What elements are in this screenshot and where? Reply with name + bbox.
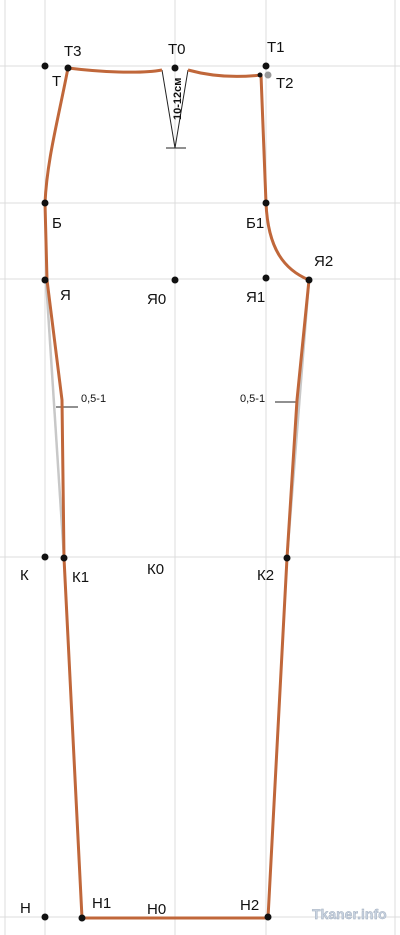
guides <box>44 279 311 559</box>
watermark: Tkaner.info <box>312 906 387 922</box>
point-label: Т1 <box>267 39 285 56</box>
labels: Т3 Т0 Т1 Т Т2 Б Б1 Я2 Я Я0 Я1 К К1 К0 К2… <box>20 39 333 918</box>
point-label: К2 <box>257 567 274 584</box>
points <box>41 62 313 922</box>
point-label: Я2 <box>314 253 333 270</box>
point-label: Т0 <box>168 41 186 58</box>
offset-label: 0,5-1 <box>81 393 106 405</box>
point-label: К0 <box>147 561 164 578</box>
point-label: К1 <box>72 569 89 586</box>
point-label: Т2 <box>276 75 294 92</box>
point-label: Н1 <box>92 895 111 912</box>
point-label: Б1 <box>246 215 264 232</box>
point-label: Я <box>60 287 71 304</box>
point-label: Т <box>52 73 61 90</box>
dart-label: 10-12см <box>172 78 184 120</box>
dart <box>56 69 298 408</box>
point-label: Н0 <box>147 901 166 918</box>
point-label: Н2 <box>240 897 259 914</box>
point-label: Т3 <box>64 43 82 60</box>
offset-label: 0,5-1 <box>240 393 265 405</box>
point-label: К <box>20 567 29 584</box>
point-label: Я0 <box>147 291 166 308</box>
pattern-outline <box>43 66 311 920</box>
point-label: Я1 <box>246 289 265 306</box>
point-label: Б <box>52 215 62 232</box>
point-label: Н <box>20 900 31 917</box>
